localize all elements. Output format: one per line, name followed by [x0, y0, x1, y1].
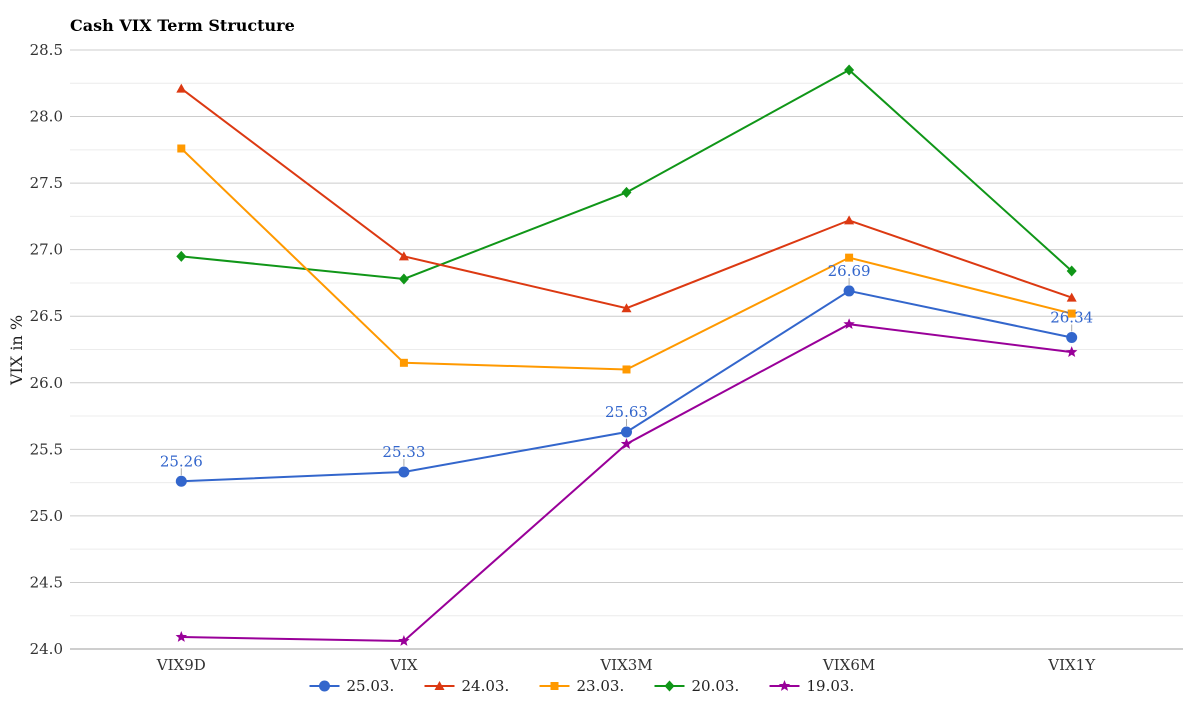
y-tick-label: 25.0 [30, 507, 63, 525]
data-point [175, 631, 188, 642]
data-point [621, 186, 632, 198]
data-point [845, 253, 854, 262]
legend-item[interactable]: 23.03. [539, 677, 625, 695]
legend[interactable]: 25.03. 24.03. 23.03. 20.03. 19.03. [309, 677, 855, 695]
legend-marker [434, 681, 445, 690]
y-tick-label: 25.5 [30, 440, 63, 458]
series-line [181, 68, 1073, 280]
data-point [399, 358, 408, 367]
data-point [176, 83, 187, 93]
data-label: 26.69 [828, 262, 871, 280]
series-2503 [175, 285, 1078, 487]
series-line [181, 289, 1072, 483]
y-tick-label: 26.5 [30, 307, 63, 325]
legend-marker [778, 680, 791, 691]
x-axis-ticks: VIX9D VIX VIX3M VIX6M VIX1Y [156, 656, 1096, 674]
x-tick-label: VIX [389, 656, 418, 674]
x-tick-label: VIX3M [599, 656, 652, 674]
data-label: 25.63 [605, 403, 648, 421]
data-point [175, 475, 187, 487]
data-point [1066, 292, 1077, 302]
data-point [176, 250, 187, 262]
legend-marker [550, 682, 559, 690]
data-point [398, 635, 410, 646]
data-point [398, 251, 409, 261]
data-point [177, 144, 186, 153]
chart-title: Cash VIX Term Structure [70, 16, 295, 35]
data-point [844, 215, 855, 225]
y-axis-ticks: 24.0 24.5 25.0 25.5 26.0 26.5 27.0 27.5 28.0 28.5 [30, 41, 63, 658]
legend-label: 23.03. [577, 677, 625, 695]
data-point [621, 426, 632, 438]
x-tick-label: VIX6M [822, 656, 875, 674]
data-label: 25.33 [382, 443, 425, 461]
data-point [1067, 309, 1076, 318]
legend-label: 20.03. [692, 677, 740, 695]
series-line [180, 87, 1073, 310]
y-tick-label: 24.5 [30, 573, 63, 591]
data-point [620, 438, 633, 449]
legend-label: 25.03. [347, 677, 395, 695]
data-point [398, 273, 409, 285]
y-tick-label: 28.5 [30, 41, 63, 59]
series-group [175, 64, 1078, 646]
legend-marker [664, 680, 675, 692]
y-tick-label: 27.0 [30, 241, 63, 259]
legend-marker [319, 680, 330, 692]
data-label: 26.34 [1050, 309, 1093, 327]
legend-item[interactable]: 20.03. [654, 677, 740, 695]
data-point [621, 303, 632, 313]
legend-item[interactable]: 24.03. [424, 677, 510, 695]
data-point [1065, 346, 1078, 358]
data-point [1066, 265, 1077, 277]
y-tick-label: 27.5 [30, 174, 63, 192]
y-tick-label: 24.0 [30, 640, 63, 658]
y-axis-label: VIX in % [7, 315, 26, 386]
legend-item[interactable]: 19.03. [769, 677, 855, 695]
data-point [843, 318, 855, 330]
data-label: 25.26 [160, 452, 203, 470]
series-2303 [177, 144, 1076, 374]
data-point [844, 64, 855, 76]
legend-label: 24.03. [462, 677, 510, 695]
data-point [843, 285, 855, 297]
data-point [622, 365, 631, 374]
y-tick-label: 28.0 [30, 108, 63, 126]
series-1903 [175, 318, 1078, 646]
x-tick-label: VIX1Y [1047, 656, 1096, 674]
grid [70, 49, 1183, 650]
x-tick-label: VIX9D [156, 656, 206, 674]
legend-label: 19.03. [807, 677, 855, 695]
legend-item[interactable]: 25.03. [309, 677, 395, 695]
y-tick-label: 26.0 [30, 374, 63, 392]
data-point [398, 466, 410, 478]
data-point [1066, 332, 1078, 344]
series-2003 [176, 64, 1077, 285]
series-2403 [176, 83, 1077, 313]
data-labels: 25.26 25.33 25.63 26.69 26.34 [160, 262, 1093, 476]
